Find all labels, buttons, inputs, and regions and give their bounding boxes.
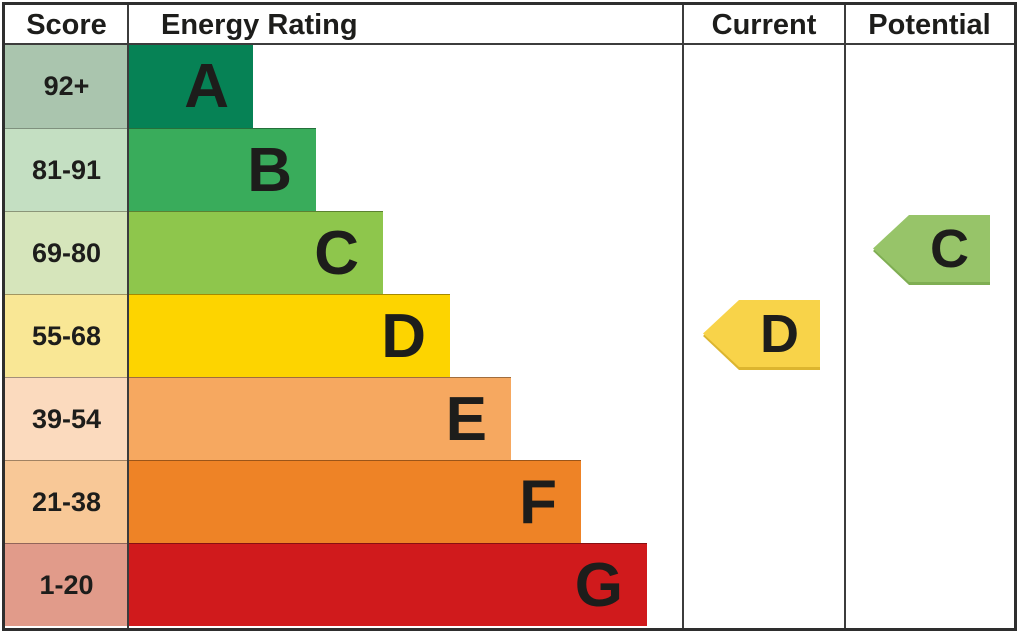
rating-bar-g: G (128, 543, 647, 626)
divider-current-potential (844, 5, 846, 628)
score-band-cell: 81-91 (5, 128, 128, 211)
column-header-row: Score Energy Rating Current Potential (5, 5, 1014, 45)
rating-row-e: 39-54 E (5, 377, 1014, 460)
divider-rating-current (682, 5, 684, 628)
rating-ladder: 92+ A 81-91 B 69-80 C 55-68 D 39-54 E 21… (5, 45, 1014, 626)
score-band-cell: 55-68 (5, 294, 128, 377)
column-header-score: Score (26, 8, 107, 41)
rating-row-b: 81-91 B (5, 128, 1014, 211)
epc-rating-chart: Score Energy Rating Current Potential 92… (2, 2, 1017, 631)
score-band-cell: 1-20 (5, 543, 128, 626)
score-band-cell: 39-54 (5, 377, 128, 460)
rating-row-g: 1-20 G (5, 543, 1014, 626)
column-header-energy-rating: Energy Rating (161, 8, 358, 41)
potential-rating-letter: C (930, 218, 969, 279)
left-arrow-shape (703, 300, 820, 370)
arrow-body (873, 215, 990, 282)
column-header-potential: Potential (868, 8, 991, 41)
rating-row-f: 21-38 F (5, 460, 1014, 543)
potential-rating-arrow: C (873, 215, 990, 285)
rating-bar-d: D (128, 294, 450, 377)
column-header-current: Current (711, 8, 817, 41)
rating-row-d: 55-68 D (5, 294, 1014, 377)
arrow-body (703, 300, 820, 367)
rating-row-a: 92+ A (5, 45, 1014, 128)
current-rating-letter: D (760, 303, 799, 364)
score-band-cell: 21-38 (5, 460, 128, 543)
left-arrow-shape (873, 215, 990, 285)
rating-bar-c: C (128, 211, 383, 294)
rating-bar-e: E (128, 377, 511, 460)
score-band-cell: 69-80 (5, 211, 128, 294)
current-rating-arrow: D (703, 300, 820, 370)
rating-bar-b: B (128, 128, 316, 211)
score-band-cell: 92+ (5, 45, 128, 128)
divider-score-rating (127, 5, 129, 628)
rating-bar-f: F (128, 460, 581, 543)
rating-bar-a: A (128, 45, 253, 128)
rating-row-c: 69-80 C (5, 211, 1014, 294)
